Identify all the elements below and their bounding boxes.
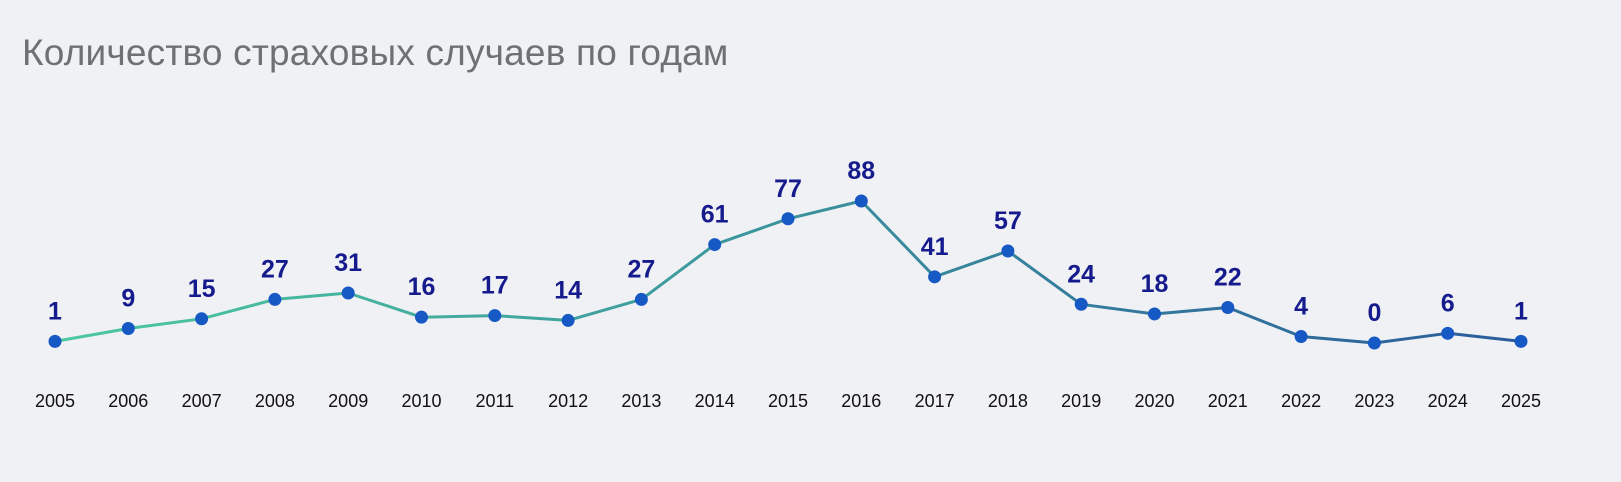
data-label-2017: 41 xyxy=(921,233,949,261)
data-point-2018 xyxy=(1001,244,1015,258)
data-point-2021 xyxy=(1221,301,1235,314)
x-tick-label-2015: 2015 xyxy=(768,391,808,411)
data-point-2025 xyxy=(1514,334,1528,348)
data-label-2006: 9 xyxy=(121,284,135,312)
data-label-2025: 1 xyxy=(1514,297,1528,325)
x-tick-label-2013: 2013 xyxy=(621,391,661,411)
x-tick-label-2011: 2011 xyxy=(475,391,514,411)
data-label-2021: 22 xyxy=(1214,264,1242,292)
data-point-2008 xyxy=(268,292,282,306)
data-point-2023 xyxy=(1367,336,1381,350)
x-tick-label-2017: 2017 xyxy=(915,391,955,411)
x-tick-label-2024: 2024 xyxy=(1428,391,1468,411)
data-point-2006 xyxy=(121,321,135,335)
data-label-2012: 14 xyxy=(554,276,582,304)
x-tick-label-2006: 2006 xyxy=(108,391,148,411)
data-point-2022 xyxy=(1294,330,1308,344)
x-tick-label-2014: 2014 xyxy=(695,391,735,411)
data-point-2024 xyxy=(1441,326,1455,340)
data-point-2016 xyxy=(854,194,868,208)
data-label-2020: 18 xyxy=(1141,270,1169,298)
data-point-2010 xyxy=(415,310,428,324)
data-point-2017 xyxy=(928,270,942,284)
x-tick-label-2022: 2022 xyxy=(1281,391,1321,411)
data-point-2020 xyxy=(1148,307,1161,321)
data-label-2015: 77 xyxy=(774,175,802,203)
data-label-2018: 57 xyxy=(994,207,1022,235)
data-label-2022: 4 xyxy=(1294,293,1308,321)
x-tick-label-2005: 2005 xyxy=(35,391,75,411)
data-point-2005 xyxy=(48,334,62,348)
data-point-2019 xyxy=(1074,297,1088,311)
data-point-2011 xyxy=(488,309,502,323)
x-tick-label-2012: 2012 xyxy=(548,391,588,411)
data-label-2008: 27 xyxy=(261,255,289,283)
x-tick-label-2010: 2010 xyxy=(401,391,441,411)
data-point-2007 xyxy=(195,312,209,326)
data-label-2011: 17 xyxy=(481,272,509,300)
x-tick-label-2020: 2020 xyxy=(1134,391,1174,411)
chart-title: Количество страховых случаев по годам xyxy=(22,32,729,73)
data-point-2014 xyxy=(708,238,722,252)
data-point-2015 xyxy=(781,212,795,226)
x-tick-label-2009: 2009 xyxy=(328,391,368,411)
x-tick-label-2016: 2016 xyxy=(841,391,881,411)
data-point-2009 xyxy=(341,286,355,300)
x-tick-label-2019: 2019 xyxy=(1061,391,1101,411)
data-label-2014: 61 xyxy=(701,201,729,229)
data-point-2012 xyxy=(561,313,575,327)
data-label-2023: 0 xyxy=(1367,299,1381,327)
x-tick-label-2007: 2007 xyxy=(182,391,222,411)
data-label-2009: 31 xyxy=(334,249,362,277)
data-label-2019: 24 xyxy=(1067,260,1095,288)
x-tick-label-2018: 2018 xyxy=(988,391,1028,411)
data-label-2013: 27 xyxy=(627,255,655,283)
data-label-2024: 6 xyxy=(1441,289,1455,317)
data-label-2007: 15 xyxy=(188,275,216,303)
data-point-2013 xyxy=(634,292,648,306)
x-tick-label-2023: 2023 xyxy=(1354,391,1394,411)
x-tick-label-2025: 2025 xyxy=(1501,391,1541,411)
data-label-2016: 88 xyxy=(847,157,875,185)
data-label-2010: 16 xyxy=(408,273,436,301)
x-tick-label-2021: 2021 xyxy=(1208,391,1248,411)
data-label-2005: 1 xyxy=(48,297,62,325)
x-tick-label-2008: 2008 xyxy=(255,391,295,411)
